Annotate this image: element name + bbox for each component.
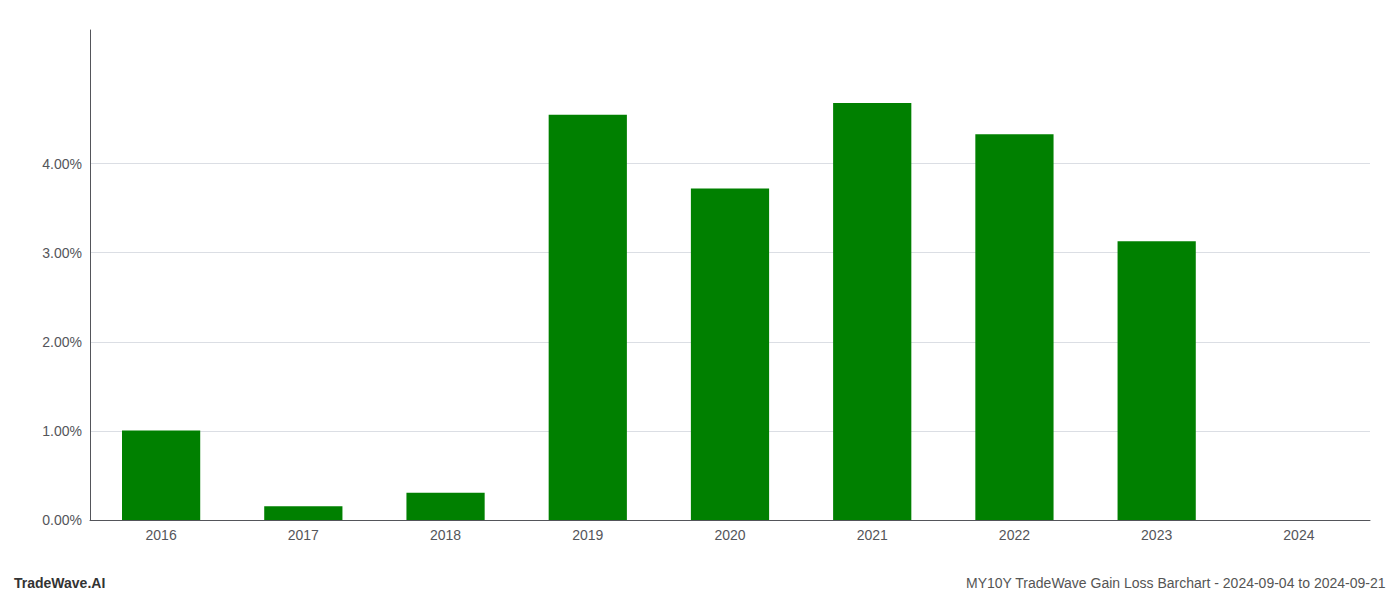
svg-text:1.00%: 1.00% xyxy=(42,423,82,439)
svg-text:2023: 2023 xyxy=(1141,527,1172,543)
svg-text:2016: 2016 xyxy=(146,527,177,543)
svg-text:MY10Y TradeWave Gain Loss Barc: MY10Y TradeWave Gain Loss Barchart - 202… xyxy=(966,575,1386,591)
svg-text:0.00%: 0.00% xyxy=(42,512,82,528)
svg-text:3.00%: 3.00% xyxy=(42,245,82,261)
svg-text:2022: 2022 xyxy=(999,527,1030,543)
svg-text:2020: 2020 xyxy=(714,527,745,543)
svg-text:2024: 2024 xyxy=(1283,527,1314,543)
svg-text:2019: 2019 xyxy=(572,527,603,543)
svg-text:2017: 2017 xyxy=(288,527,319,543)
svg-text:TradeWave.AI: TradeWave.AI xyxy=(14,575,105,591)
svg-text:2021: 2021 xyxy=(857,527,888,543)
svg-text:2018: 2018 xyxy=(430,527,461,543)
svg-text:4.00%: 4.00% xyxy=(42,156,82,172)
svg-text:2.00%: 2.00% xyxy=(42,334,82,350)
